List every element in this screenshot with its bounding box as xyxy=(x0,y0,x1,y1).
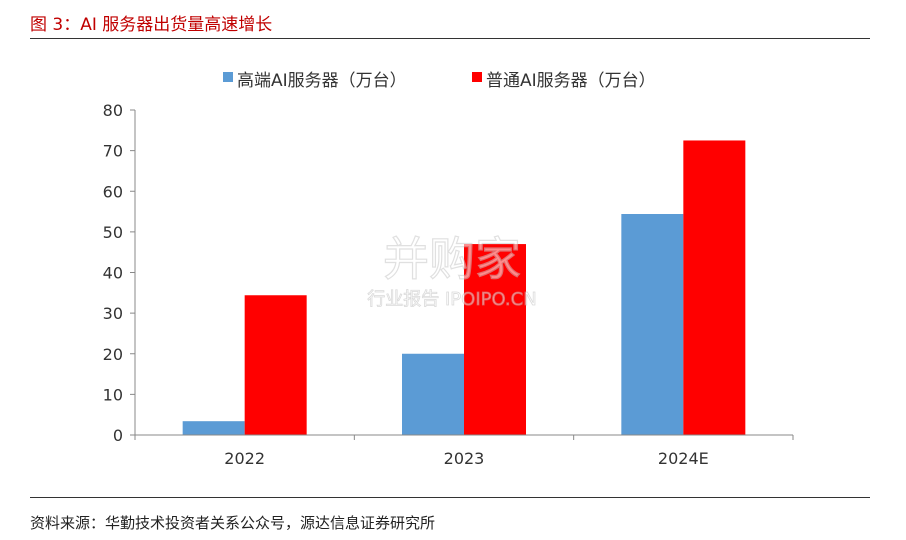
x-tick-label: 2024E xyxy=(658,449,709,468)
y-tick-label: 40 xyxy=(103,264,123,283)
watermark: 并购家 行业报告 IPOIPO.CN xyxy=(367,231,537,310)
bar-high-end-2022 xyxy=(182,421,245,435)
bar-standard-2023 xyxy=(464,244,526,435)
y-tick-label: 20 xyxy=(103,345,123,364)
y-axis: 0 10 20 30 40 50 60 70 80 xyxy=(103,101,136,445)
bar-high-end-2024e xyxy=(621,214,684,435)
watermark-text-sub: 行业报告 IPOIPO.CN xyxy=(367,289,536,310)
bar-high-end-2023 xyxy=(402,353,464,435)
source-divider xyxy=(30,497,870,498)
legend-swatch xyxy=(472,72,482,82)
bar-standard-2022 xyxy=(244,295,307,435)
legend-label: 普通AI服务器（万台） xyxy=(486,71,656,91)
y-tick-label: 10 xyxy=(103,385,123,404)
y-tick-label: 50 xyxy=(103,223,123,242)
y-tick-label: 60 xyxy=(103,182,123,201)
x-axis: 2022 2023 2024E xyxy=(134,434,794,468)
bar-standard-2024e xyxy=(683,140,746,435)
chart-legend: 高端AI服务器（万台） 普通AI服务器（万台） xyxy=(223,71,656,91)
y-tick-label: 70 xyxy=(103,142,123,161)
y-tick-label: 30 xyxy=(103,304,123,323)
bar-chart: 高端AI服务器（万台） 普通AI服务器（万台） 0 10 20 30 40 50 60 70 80… xyxy=(103,71,794,468)
x-tick-label: 2023 xyxy=(444,449,485,468)
source-note: 资料来源：华勤技术投资者关系公众号，源达信息证券研究所 xyxy=(30,514,436,532)
legend-label: 高端AI服务器（万台） xyxy=(237,71,407,91)
title-divider xyxy=(30,38,870,39)
bar-group xyxy=(182,140,746,435)
legend-swatch xyxy=(223,72,233,82)
figure-title: 图 3：AI 服务器出货量高速增长 xyxy=(30,15,273,35)
y-tick-label: 0 xyxy=(113,426,123,445)
x-tick-label: 2022 xyxy=(224,449,265,468)
watermark-text-main: 并购家 xyxy=(383,232,521,286)
y-tick-label: 80 xyxy=(103,101,123,120)
